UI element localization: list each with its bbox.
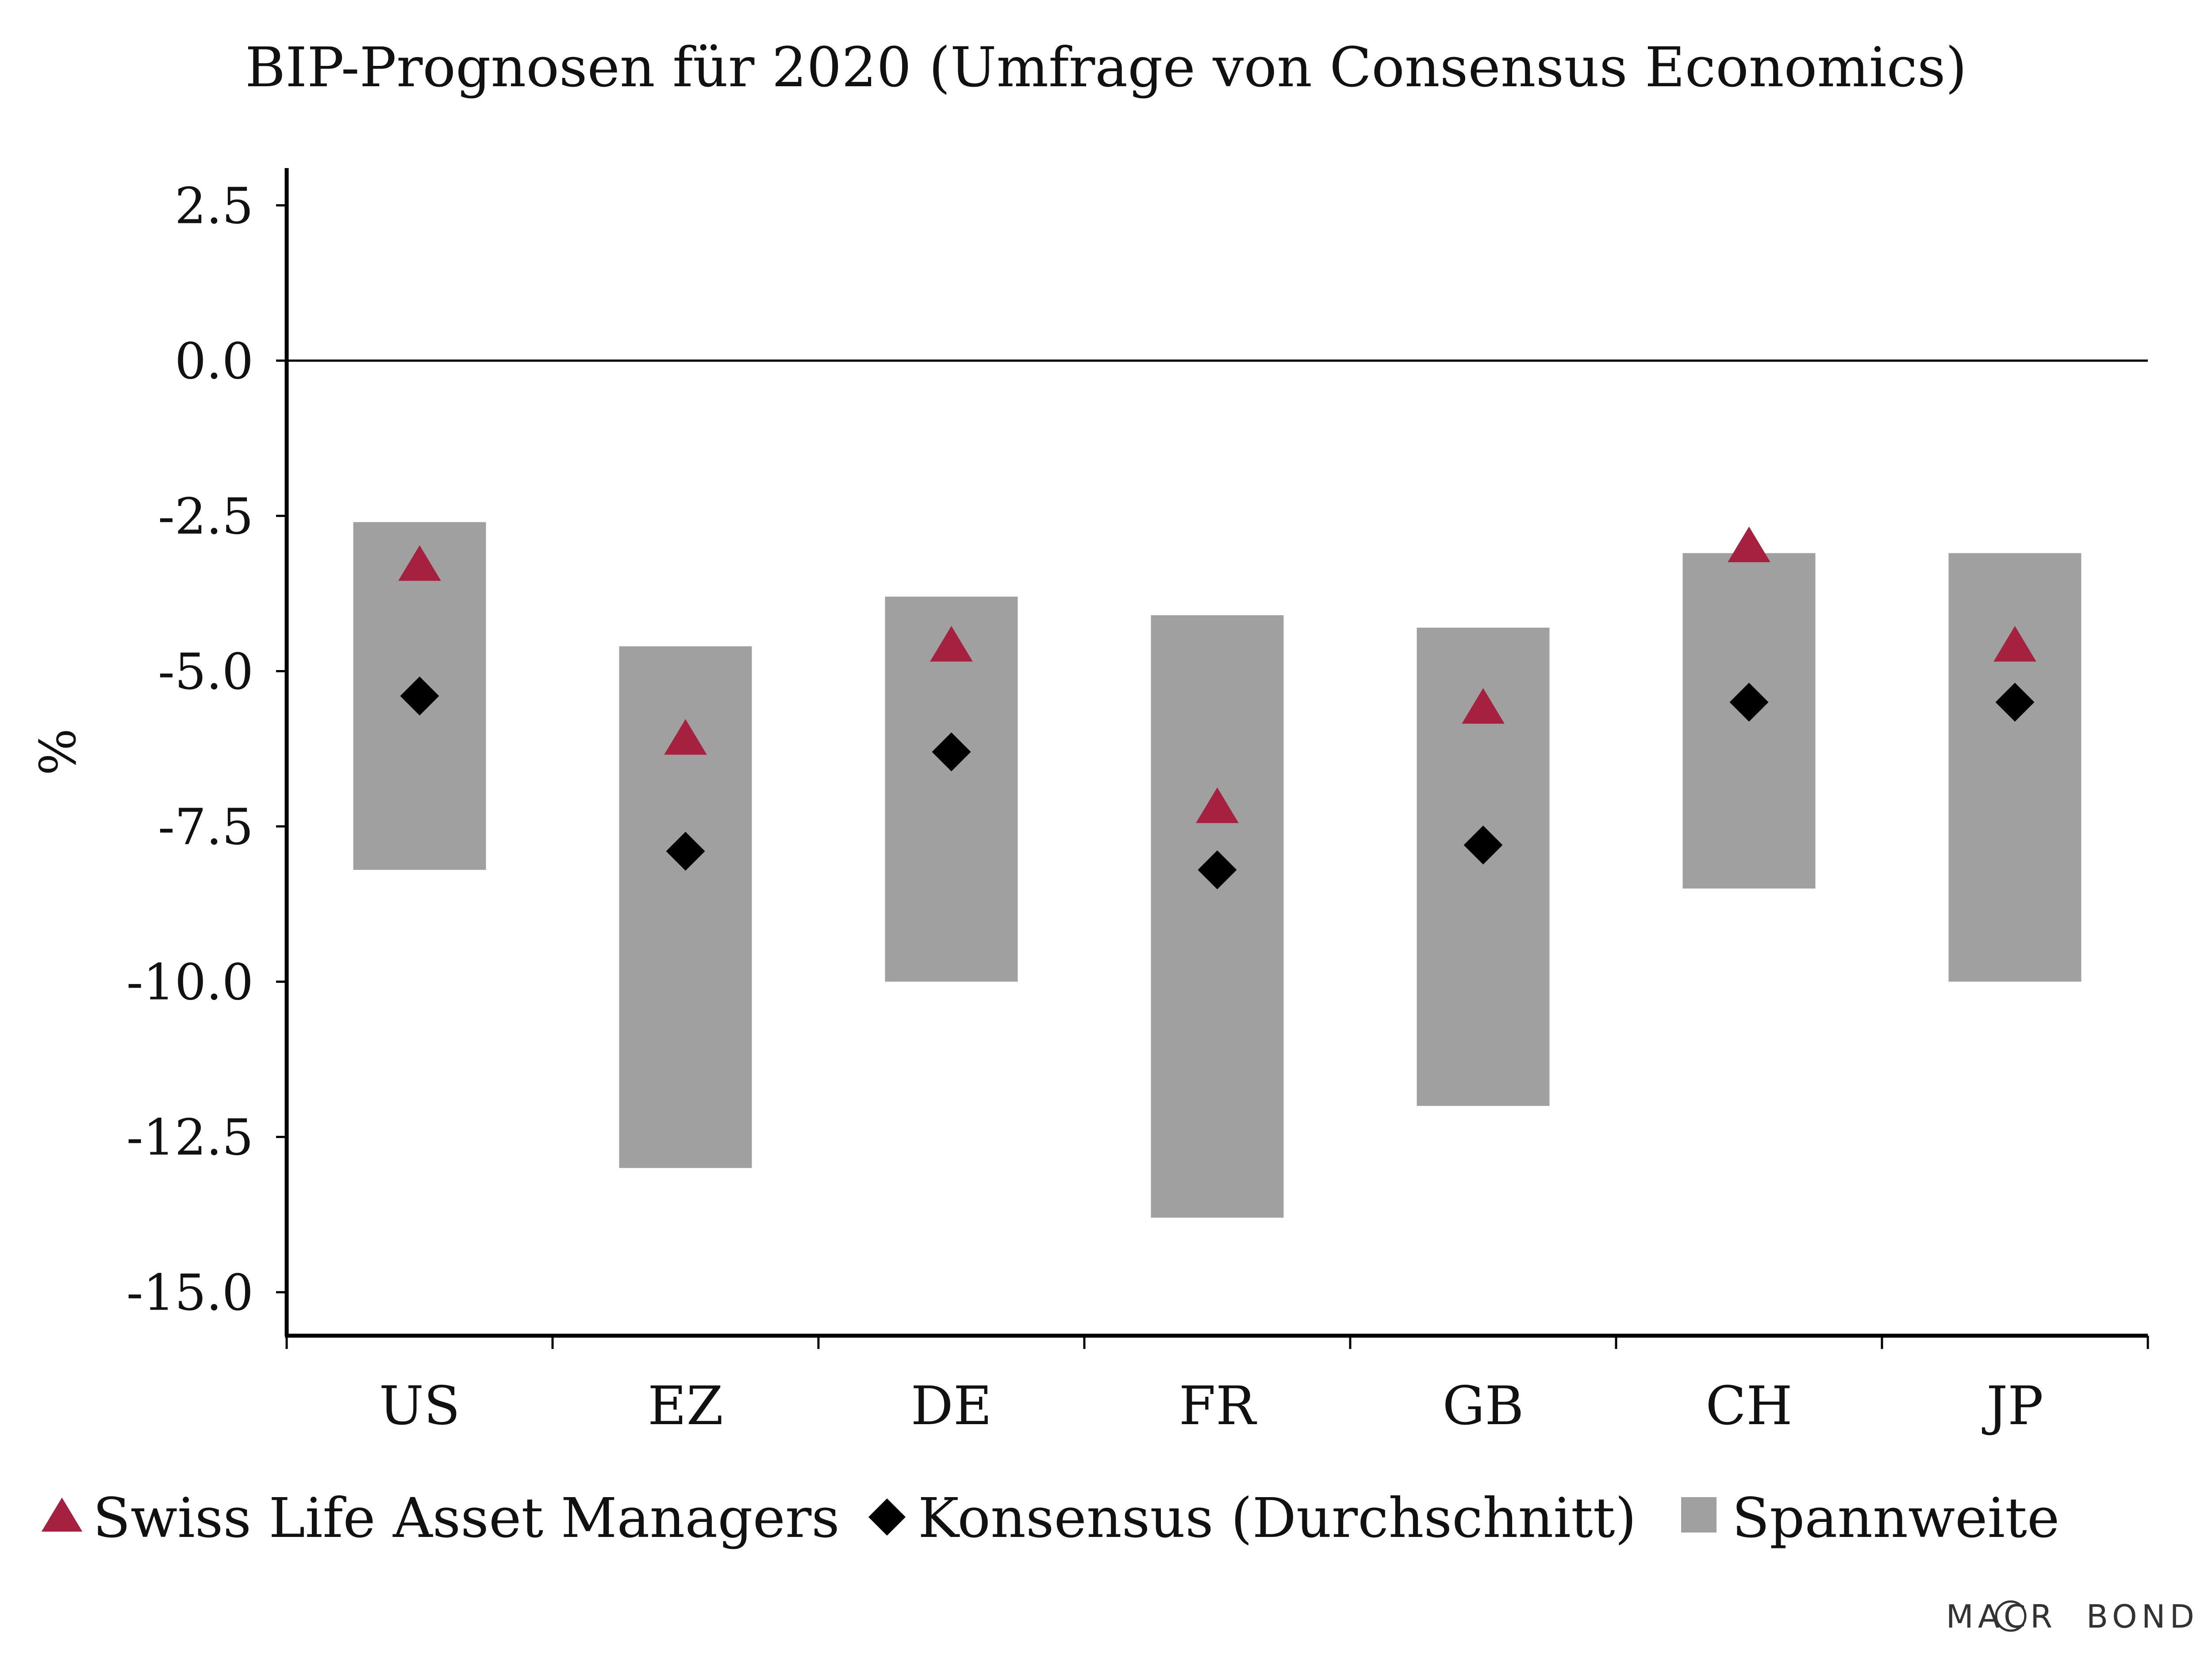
swiss-life-point-jp [1993, 626, 2036, 662]
y-tick-label: -5.0 [158, 643, 253, 701]
range-bar-fr [1151, 615, 1284, 1218]
brand-ring-icon [1995, 1600, 2027, 1632]
y-axis-label: % [30, 728, 87, 775]
y-tick-label: -10.0 [127, 954, 253, 1011]
chart-title: BIP-Prognosen für 2020 (Umfrage von Cons… [245, 36, 1967, 100]
consensus-point-gb [1463, 825, 1503, 865]
legend-triangle-icon [41, 1498, 83, 1532]
y-tick-label: 0.0 [175, 333, 253, 390]
swiss-life-point-de [930, 626, 973, 662]
swiss-life-point-gb [1462, 688, 1505, 724]
legend: Swiss Life Asset Managers Konsensus (Durc… [41, 1487, 2059, 1550]
legend-label-0: Swiss Life Asset Managers [93, 1487, 840, 1550]
x-tick-label-gb: GB [1442, 1375, 1524, 1437]
legend-diamond-icon [868, 1498, 906, 1536]
swiss-life-point-fr [1196, 787, 1239, 823]
consensus-point-de [932, 732, 971, 771]
plot-area: 2.5 0.0 -2.5 -5.0 -7.5 -10.0 -12.5 -15.0 US EZ DE F… [127, 168, 2149, 1437]
x-tick-label-us: US [379, 1375, 460, 1437]
consensus-point-ch [1729, 682, 1769, 722]
legend-square-icon [1681, 1497, 1717, 1533]
y-tick-label: -2.5 [158, 488, 253, 545]
x-tick-label-ez: EZ [648, 1375, 723, 1437]
y-tick-label: -12.5 [127, 1109, 253, 1167]
swiss-life-point-ez [664, 719, 707, 755]
x-tick-label-jp: JP [1982, 1375, 2043, 1437]
legend-label-1: Konsensus (Durchschnitt) [918, 1487, 1636, 1550]
brand-text: MACROBOND [1946, 1598, 2199, 1635]
y-tick-label: 2.5 [175, 177, 253, 235]
range-bar-jp [1948, 553, 2081, 982]
consensus-point-fr [1198, 850, 1237, 889]
x-tick-label-de: DE [911, 1375, 992, 1437]
consensus-point-jp [1995, 682, 2035, 722]
swiss-life-point-us [398, 545, 441, 581]
y-tick-label: -7.5 [158, 799, 253, 856]
y-tick-label: -15.0 [127, 1264, 253, 1322]
consensus-point-ez [666, 831, 705, 871]
consensus-point-us [400, 676, 439, 716]
macrobond-logo: MACROBOND [1946, 1598, 2199, 1635]
x-tick-label-fr: FR [1179, 1375, 1257, 1437]
x-tick-label-ch: CH [1705, 1375, 1792, 1437]
legend-label-2: Spannweite [1732, 1487, 2059, 1550]
swiss-life-point-ch [1728, 526, 1770, 563]
